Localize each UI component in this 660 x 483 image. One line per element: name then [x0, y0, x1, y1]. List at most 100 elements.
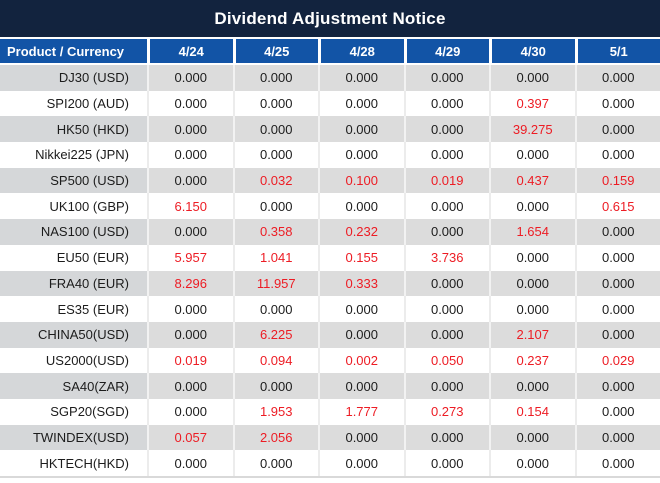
value-cell: 0.154 — [489, 398, 575, 425]
value-cell: 0.000 — [147, 398, 233, 425]
table-row: Nikkei225 (JPN) 0.000 0.000 0.000 0.000 0.000… — [0, 142, 660, 168]
value-cell: 0.000 — [147, 90, 233, 117]
product-cell: HKTECH(HKD) — [39, 455, 129, 471]
value-cell: 3.736 — [403, 244, 490, 271]
product-cell: SGP20(SGD) — [50, 404, 129, 420]
value-cell: 0.000 — [318, 65, 404, 91]
table-row: FRA40 (EUR) 8.296 11.957 0.333 0.000 0.000 0.0… — [0, 270, 660, 297]
value-cell: 0.000 — [574, 142, 660, 168]
value-cell: 0.000 — [574, 398, 660, 425]
value-cell: 0.032 — [232, 167, 318, 194]
value-cell: 0.000 — [403, 116, 489, 143]
product-cell: UK100 (GBP) — [49, 198, 129, 214]
value-cell: 0.000 — [318, 90, 404, 117]
table-row: HKTECH(HKD) 0.000 0.000 0.000 0.000 0.000 0.00… — [0, 450, 660, 476]
value-cell: 0.000 — [147, 116, 233, 143]
value-cell: 0.000 — [403, 219, 489, 245]
value-cell: 0.000 — [232, 116, 318, 143]
value-cell: 0.100 — [318, 167, 404, 194]
value-cell: 0.094 — [232, 347, 319, 374]
value-cell: 0.000 — [403, 270, 489, 297]
value-cell: 0.000 — [232, 65, 318, 91]
value-cell: 0.000 — [574, 270, 660, 297]
column-header-date: 4/29 — [403, 39, 489, 63]
table-row: EU50 (EUR) 5.957 1.041 0.155 3.736 0.000 0.000 — [0, 244, 660, 271]
value-cell: 0.000 — [489, 296, 575, 322]
table-row: SGP20(SGD) 0.000 1.953 1.777 0.273 0.154 0.000 — [0, 398, 660, 425]
value-cell: 0.000 — [318, 424, 404, 451]
table-header-row: Product / Currency 4/24 4/25 4/28 4/29 4… — [0, 39, 660, 65]
table-row: TWINDEX(USD) 0.057 2.056 0.000 0.000 0.000 0.0… — [0, 424, 660, 451]
value-cell: 0.000 — [574, 116, 660, 143]
value-cell: 0.000 — [489, 193, 575, 220]
value-cell: 0.000 — [318, 450, 404, 476]
value-cell: 0.029 — [574, 347, 660, 374]
value-cell: 0.002 — [318, 347, 404, 374]
value-cell: 0.000 — [489, 450, 575, 476]
value-cell: 0.000 — [403, 373, 489, 399]
product-cell: US2000(USD) — [45, 352, 129, 368]
value-cell: 2.107 — [489, 321, 575, 348]
product-cell: SPI200 (AUD) — [46, 96, 129, 112]
value-cell: 0.000 — [574, 244, 660, 271]
product-cell: TWINDEX(USD) — [0, 424, 147, 451]
value-cell: 0.159 — [574, 167, 660, 194]
value-cell: 0.000 — [574, 321, 660, 348]
table-row: CHINA50(USD) 0.000 6.225 0.000 0.000 2.107 0.0… — [0, 321, 660, 348]
value-cell: 0.000 — [147, 65, 233, 91]
value-cell: 0.000 — [403, 193, 490, 220]
value-cell: 0.000 — [403, 65, 489, 91]
value-cell: 0.057 — [147, 424, 233, 451]
column-header-product: Product / Currency — [0, 39, 147, 63]
value-cell: 1.041 — [232, 244, 319, 271]
value-cell: 0.000 — [232, 193, 319, 220]
title-bar: Dividend Adjustment Notice — [0, 0, 660, 39]
value-cell: 1.953 — [232, 398, 319, 425]
value-cell: 0.000 — [489, 65, 575, 91]
table-row: SA40(ZAR) 0.000 0.000 0.000 0.000 0.000 0.000 — [0, 373, 660, 399]
value-cell: 6.150 — [147, 193, 233, 220]
table-row: SPI200 (AUD) 0.000 0.000 0.000 0.000 0.397 0.0… — [0, 90, 660, 117]
value-cell: 0.000 — [147, 321, 233, 348]
value-cell: 0.000 — [147, 373, 233, 399]
product-cell: ES35 (EUR) — [57, 301, 129, 317]
table-bottom-border — [0, 476, 660, 483]
value-cell: 0.000 — [489, 424, 575, 451]
value-cell: 0.000 — [232, 450, 319, 476]
value-cell: 0.000 — [147, 142, 233, 168]
value-cell: 5.957 — [147, 244, 233, 271]
value-cell: 0.000 — [318, 373, 404, 399]
value-cell: 0.000 — [403, 424, 489, 451]
value-cell: 0.000 — [489, 244, 575, 271]
column-header-date: 4/28 — [318, 39, 404, 63]
page-title: Dividend Adjustment Notice — [214, 8, 446, 28]
value-cell: 0.000 — [403, 296, 490, 322]
value-cell: 0.000 — [147, 167, 233, 194]
value-cell: 11.957 — [232, 270, 318, 297]
value-cell: 0.232 — [318, 219, 404, 245]
table-row: SP500 (USD) 0.000 0.032 0.100 0.019 0.437 0.15… — [0, 167, 660, 194]
table-row: DJ30 (USD) 0.000 0.000 0.000 0.000 0.000 0.000 — [0, 65, 660, 91]
value-cell: 0.358 — [232, 219, 318, 245]
value-cell: 0.000 — [318, 193, 404, 220]
value-cell: 0.000 — [147, 450, 233, 476]
value-cell: 0.000 — [574, 65, 660, 91]
table-row: HK50 (HKD) 0.000 0.000 0.000 0.000 39.275 0.00… — [0, 116, 660, 143]
value-cell: 0.000 — [489, 270, 575, 297]
value-cell: 0.333 — [318, 270, 404, 297]
product-cell: FRA40 (EUR) — [0, 270, 147, 297]
value-cell: 0.000 — [403, 321, 489, 348]
value-cell: 0.000 — [403, 90, 490, 117]
product-cell: HK50 (HKD) — [0, 116, 147, 143]
value-cell: 8.296 — [147, 270, 233, 297]
table-row: US2000(USD) 0.019 0.094 0.002 0.050 0.237 0.02… — [0, 347, 660, 374]
value-cell: 0.000 — [574, 90, 660, 117]
value-cell: 0.000 — [318, 116, 404, 143]
value-cell: 6.225 — [232, 321, 318, 348]
value-cell: 0.000 — [318, 142, 404, 168]
value-cell: 0.000 — [232, 90, 319, 117]
value-cell: 0.397 — [489, 90, 575, 117]
value-cell: 0.000 — [403, 450, 490, 476]
value-cell: 0.155 — [318, 244, 404, 271]
